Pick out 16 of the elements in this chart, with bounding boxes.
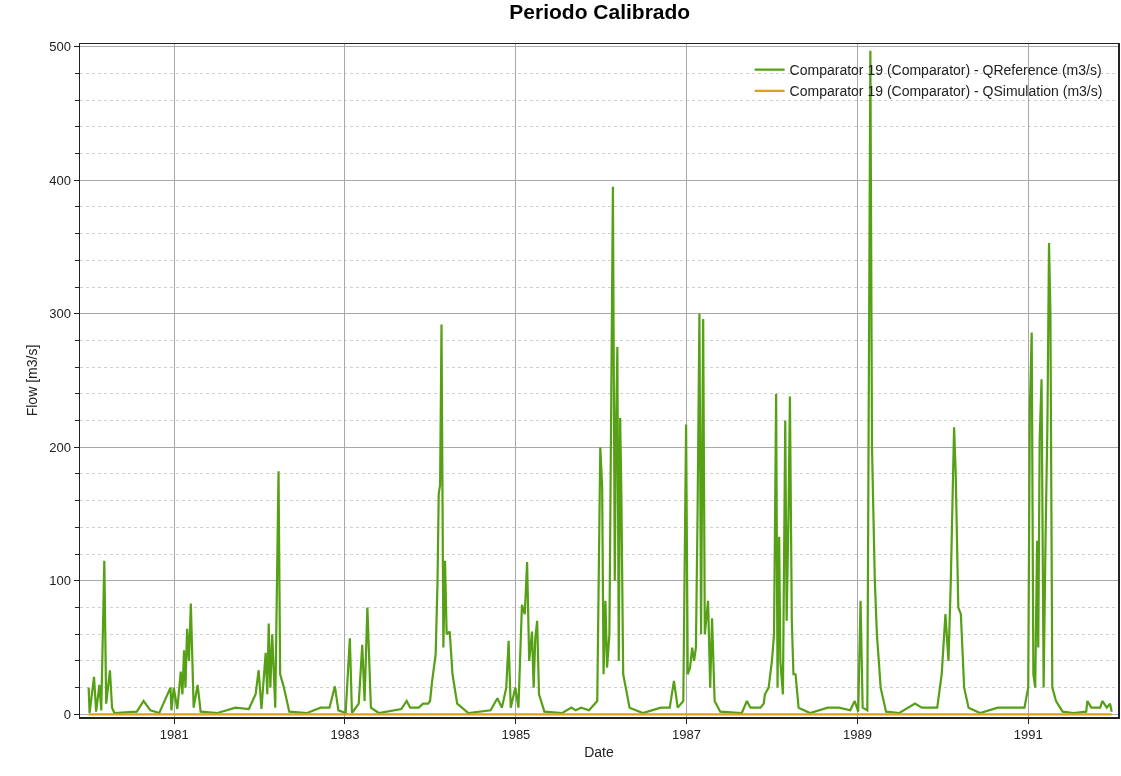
- y-tick-label: 200: [49, 439, 71, 455]
- x-tick-label: 1989: [843, 727, 872, 743]
- chart-title: Periodo Calibrado: [509, 0, 691, 23]
- y-tick-label: 300: [49, 306, 71, 322]
- x-tick-label: 1983: [330, 727, 360, 743]
- y-tick-label: 400: [49, 172, 71, 188]
- x-axis-title: Date: [584, 744, 614, 761]
- y-tick-label: 0: [63, 706, 71, 722]
- x-tick-label: 1985: [501, 727, 531, 743]
- line-series: [87, 49, 1113, 715]
- y-tick-label: 500: [49, 39, 71, 55]
- y-axis-title: Flow [m3/s]: [24, 344, 41, 417]
- x-tick-label: 1981: [159, 727, 189, 743]
- x-tick-label: 1991: [1013, 727, 1043, 743]
- x-tick-label: 1987: [672, 727, 702, 743]
- y-tick-label: 100: [49, 573, 71, 589]
